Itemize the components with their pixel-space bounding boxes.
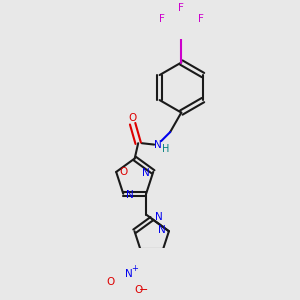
Text: N: N	[154, 140, 161, 150]
Text: O: O	[128, 113, 137, 123]
Text: N: N	[155, 212, 163, 222]
Text: O: O	[106, 277, 115, 287]
Text: N: N	[158, 225, 166, 235]
Text: O: O	[119, 167, 127, 177]
Text: F: F	[198, 14, 204, 24]
Text: +: +	[131, 264, 138, 273]
Text: N: N	[125, 269, 132, 279]
Text: F: F	[178, 3, 184, 13]
Text: N: N	[142, 168, 150, 178]
Text: H: H	[162, 144, 170, 154]
Text: O: O	[134, 285, 142, 296]
Text: −: −	[139, 285, 148, 296]
Text: F: F	[159, 14, 165, 24]
Text: N: N	[126, 190, 134, 200]
